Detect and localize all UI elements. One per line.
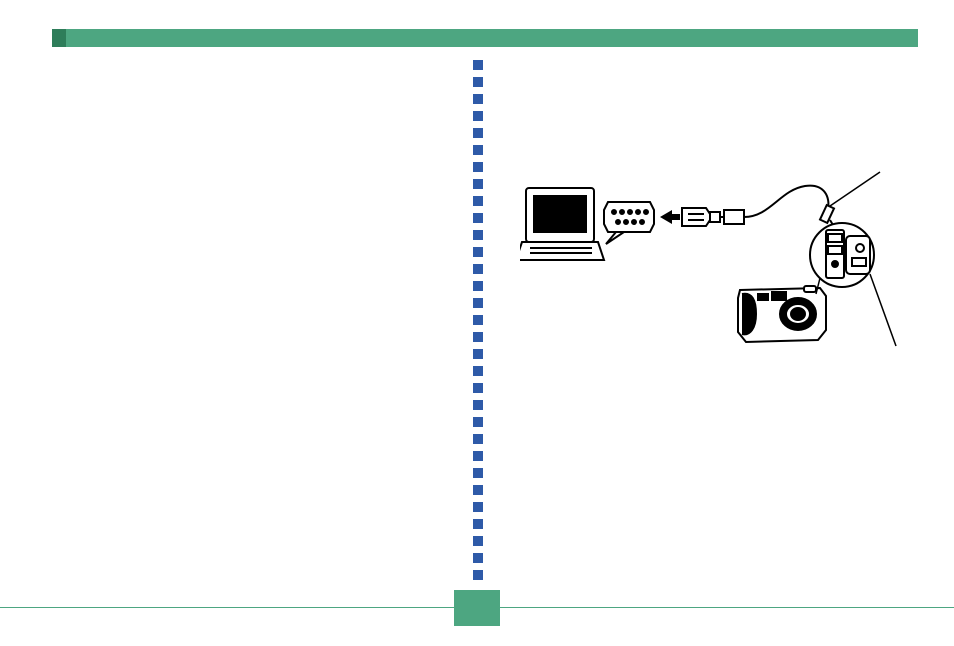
connection-diagram (520, 170, 900, 370)
header-accent (52, 29, 66, 47)
serial-port-icon (604, 202, 654, 244)
arrow-left-icon (660, 210, 680, 224)
camera-port-detail-icon (810, 223, 874, 287)
camera-icon (738, 286, 826, 342)
page-number (454, 590, 500, 626)
callout-line-top (830, 172, 880, 206)
db9-plug-icon (682, 208, 720, 226)
column-divider (473, 60, 483, 584)
cable (744, 186, 828, 217)
callout-line-bottom (870, 274, 896, 346)
cable-ferrite (724, 210, 744, 224)
header-bar (52, 29, 918, 47)
laptop-icon (520, 188, 604, 260)
